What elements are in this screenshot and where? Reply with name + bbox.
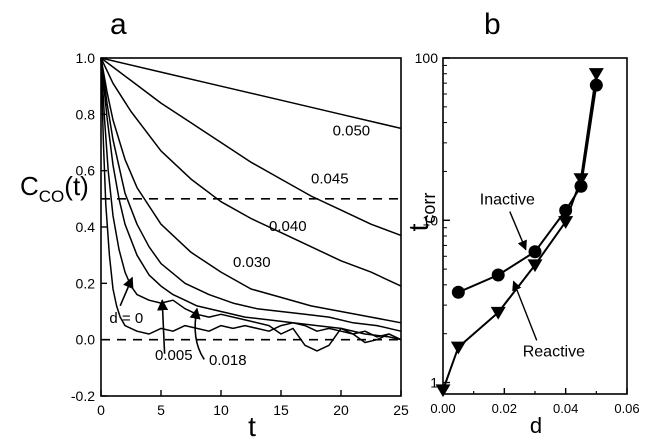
marker-inactive [451, 285, 465, 299]
annotation-arrow-1 [157, 299, 169, 354]
x-tick-label-b: 0.02 [492, 401, 517, 416]
marker-reactive [588, 68, 604, 81]
x-tick-label-a: 0 [97, 402, 105, 418]
x-axis-label-b: d [530, 413, 542, 438]
x-tick-label-b: 0.00 [430, 401, 455, 416]
label-arrow-reactive [512, 280, 538, 341]
marker-inactive [528, 245, 542, 259]
y-axis-label-a: CCO(t) [20, 171, 89, 206]
y-axis-label-main: C [20, 171, 39, 201]
curve-label: 0.030 [233, 254, 271, 271]
y-axis-label-b: tcorr [403, 193, 439, 232]
series-label-inactive: Inactive [480, 192, 535, 209]
marker-inactive [589, 78, 603, 92]
panel-a: 0 5 10 15 20 25 -0.2 0.0 0.2 0.4 0.6 0.8 1.0 0.050 0.0… [20, 8, 409, 441]
series-line-7 [100, 57, 402, 341]
curve-label: 0.005 [155, 347, 193, 364]
label-arrow-inactive [509, 211, 527, 251]
curve-label: 0.045 [311, 170, 349, 187]
y-axis-label-b-sub: corr [419, 193, 439, 224]
panel-label-a: a [110, 8, 127, 41]
y-tick-label-a: 0.0 [76, 332, 96, 348]
y-tick-label-a: 0.8 [76, 106, 96, 122]
curve-label: 0.018 [209, 352, 247, 369]
plot-frame-a [100, 57, 402, 397]
panel-label-b: b [484, 8, 501, 41]
series-line-0 [100, 57, 402, 130]
x-tick-label-a: 10 [213, 402, 229, 418]
y-tick-label-a: 0.6 [76, 163, 96, 179]
curve-label: 0.050 [333, 122, 371, 139]
series-line-inactive [457, 85, 598, 294]
y-tick-label-b: 10 [422, 212, 438, 228]
y-axis-label-suffix: (t) [64, 171, 89, 201]
x-tick-label-a: 25 [393, 402, 409, 418]
marker-inactive [491, 268, 505, 282]
y-tick-label-a: 1.0 [76, 50, 96, 66]
marker-reactive [573, 173, 589, 186]
x-tick-label-b: 0.04 [553, 401, 578, 416]
series-line-5 [100, 57, 402, 341]
series-line-1 [100, 57, 402, 237]
annotation-arrow-0 [119, 276, 134, 307]
series-label-reactive: Reactive [523, 343, 585, 360]
series-line-6 [100, 57, 402, 352]
annotation-arrow-2 [189, 307, 205, 360]
series-line-2 [100, 57, 402, 287]
marker-reactive [527, 259, 543, 273]
y-tick-label-a: 0.2 [76, 275, 96, 291]
y-axis-label-b-main: t [403, 223, 434, 231]
x-tick-label-a: 20 [333, 402, 349, 418]
series-line-4 [100, 57, 402, 332]
x-tick-label-b: 0.06 [614, 401, 639, 416]
y-tick-label-a: -0.2 [71, 388, 95, 404]
y-tick-label-b: 1 [430, 375, 438, 391]
x-tick-label-a: 5 [157, 402, 165, 418]
y-tick-label-b: 100 [415, 50, 439, 66]
x-tick-label-a: 15 [273, 402, 289, 418]
curve-label: 0.040 [269, 218, 307, 235]
x-axis-label-a: t [248, 411, 256, 441]
series-line-3 [100, 57, 402, 324]
marker-reactive [450, 341, 466, 355]
y-tick-label-a: 0.4 [76, 219, 96, 235]
marker-reactive [435, 384, 451, 398]
marker-reactive [490, 306, 506, 320]
panel-b: 0.00 0.02 0.04 0.06 1 10 100 Inactive Reactive b d… [403, 8, 640, 438]
curve-label: d = 0 [109, 310, 143, 327]
y-axis-label-sub: CO [39, 187, 65, 206]
marker-reactive [558, 216, 574, 229]
